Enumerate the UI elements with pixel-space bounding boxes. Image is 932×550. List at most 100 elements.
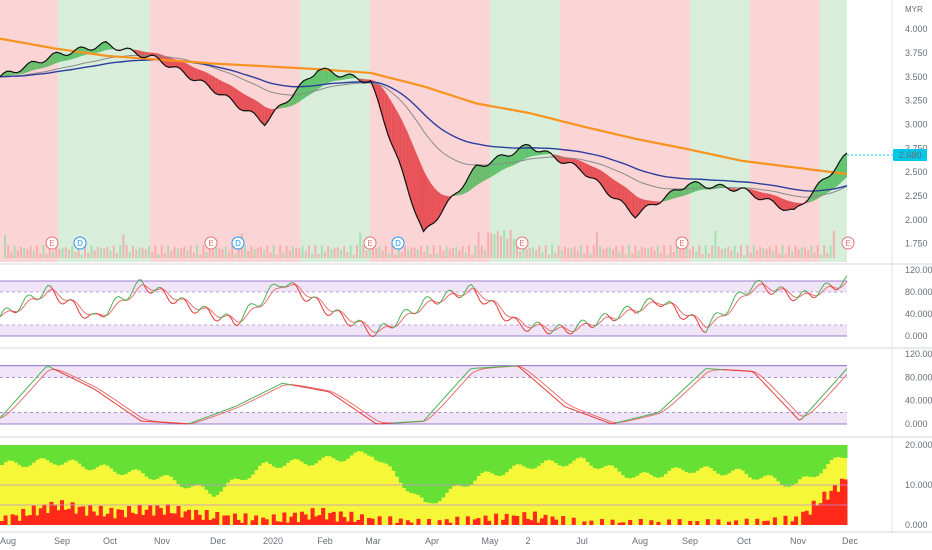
volume-bar [496, 231, 499, 258]
osc-red-bar [656, 521, 661, 525]
stoch-k-segment [708, 319, 712, 327]
osc-red-bar [88, 505, 93, 525]
ribbon-segment [592, 166, 597, 180]
stoch-k-segment [239, 317, 244, 324]
stoch-k-segment [121, 297, 125, 301]
stoch-k-segment [166, 295, 170, 302]
ribbon-segment [201, 70, 205, 82]
stoch-k-segment [442, 292, 447, 298]
osc-green-bar [211, 445, 216, 497]
stoch-k-segment [242, 310, 247, 318]
volume-bar [666, 254, 669, 258]
osc-green-bar [621, 445, 626, 476]
stoch-k-segment [332, 309, 337, 313]
stoch-k-segment [657, 410, 661, 413]
stoch-k-segment [36, 373, 40, 378]
osc-green-bar [772, 445, 777, 478]
stoch-k-segment [8, 405, 12, 410]
ribbon-segment [211, 75, 216, 94]
ribbon-segment [525, 144, 530, 159]
stoch-k-segment [107, 397, 111, 401]
stoch-k-segment [361, 413, 365, 417]
osc-green-bar [628, 445, 633, 479]
osc-green-bar [264, 445, 269, 462]
volume-bar [413, 247, 416, 258]
stoch-k-segment [19, 302, 24, 309]
volume-bar [308, 245, 310, 258]
stoch-k-segment [81, 316, 85, 319]
stoch-k-segment [299, 385, 303, 388]
price-axis-label: 2.750 [905, 143, 928, 153]
osc-green-bar [59, 445, 65, 465]
osc-green-bar [635, 445, 640, 476]
stoch-k-segment [397, 314, 402, 322]
osc-red-bar [342, 517, 347, 525]
stoch-k-segment [843, 368, 848, 373]
last-price-tag [893, 148, 927, 161]
osc-green-bar [381, 445, 386, 463]
osc-green-bar [10, 445, 15, 461]
stoch-k-segment [16, 395, 21, 400]
osc-green-bar [42, 445, 47, 459]
volume-bar [80, 254, 83, 258]
ribbon-segment [437, 191, 442, 220]
volume-bar [464, 252, 467, 258]
osc-red-bar [416, 518, 421, 525]
stoch-k-segment [759, 279, 763, 284]
volume-bar [557, 245, 560, 258]
osc-green-bar [56, 445, 61, 466]
osc-red-bar [839, 478, 844, 525]
stoch-k-segment [217, 318, 221, 322]
ribbon-segment [310, 75, 315, 95]
ribbon-segment [458, 188, 463, 196]
stoch-k-segment [360, 320, 365, 326]
stoch-k-segment [570, 332, 574, 335]
stoch-k-segment [660, 305, 664, 308]
stoch-k-segment [87, 385, 91, 388]
ribbon-segment [515, 148, 519, 165]
earnings-badge-label: E [367, 239, 372, 248]
volume-bar [608, 247, 611, 258]
volume-bar [637, 250, 640, 258]
volume-bar [480, 245, 483, 258]
stoch-k-segment [840, 371, 845, 376]
stoch-k-segment [197, 418, 201, 421]
stoch-k-segment [172, 302, 176, 305]
stoch-k-segment [696, 320, 701, 328]
volume-bar [663, 245, 666, 258]
stoch-k-segment [341, 399, 345, 403]
stoch-k-segment [225, 408, 229, 411]
stoch-k-segment [39, 370, 43, 375]
earnings-badge [675, 236, 689, 250]
stoch-k-segment [106, 308, 111, 315]
osc-green-bar [179, 445, 185, 488]
volume-bar [218, 247, 221, 258]
ribbon-segment [652, 200, 657, 205]
osc-green-bar [282, 445, 287, 466]
stoch-k-segment [795, 416, 800, 421]
volume-bar [429, 254, 432, 258]
volume-bar [279, 245, 282, 258]
volume-bar [298, 248, 301, 258]
volume-bar [752, 245, 755, 258]
ribbon-segment [479, 165, 484, 184]
stoch-k-segment [629, 306, 633, 311]
osc-green-bar [190, 445, 195, 487]
stoch-k-segment [792, 413, 797, 418]
osc-red-bar [35, 515, 40, 525]
stoch-k-segment [270, 386, 275, 390]
volume-bar [439, 245, 442, 258]
stoch-k-segment [363, 324, 368, 331]
volume-bar [343, 245, 346, 258]
stoch-k-segment [454, 293, 458, 298]
stoch-k-segment [445, 289, 450, 294]
ribbon-segment [28, 61, 32, 73]
volume-bar [170, 250, 173, 258]
stoch-k-segment [183, 297, 187, 303]
stoch-k-segment [516, 318, 520, 324]
stoch-k-segment [649, 297, 653, 301]
osc-green-bar [144, 445, 149, 477]
volume-bar [288, 250, 291, 258]
